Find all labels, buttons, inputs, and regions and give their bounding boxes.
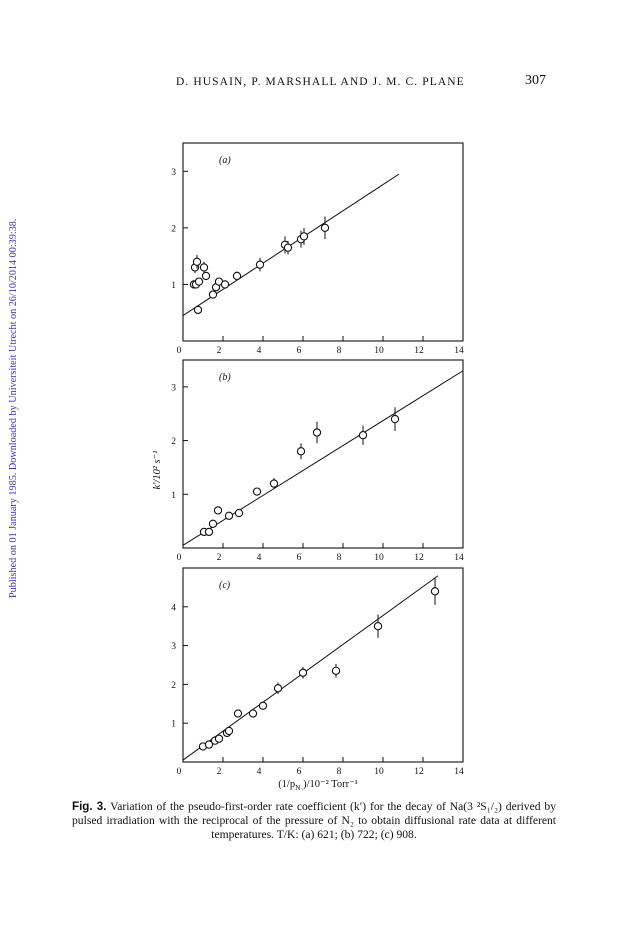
data-point [255, 260, 265, 269]
x-tick-label: 10 [374, 346, 384, 356]
y-tick-label: 1 [171, 491, 176, 501]
x-tick-label: 12 [414, 553, 424, 563]
panel-label: (a) [219, 155, 231, 166]
data-point [312, 428, 322, 437]
x-tick-label: 14 [454, 346, 464, 356]
x-tick-label: 8 [337, 767, 342, 777]
data-point [258, 701, 268, 710]
x-tick-label: 2 [217, 767, 222, 777]
plot-frame [182, 142, 464, 342]
data-point [213, 506, 223, 515]
data-point [224, 726, 234, 736]
x-tick-label: 10 [374, 767, 384, 777]
data-point [299, 232, 309, 241]
data-point [358, 431, 368, 440]
x-tick-label: 8 [337, 346, 342, 356]
data-point [320, 223, 330, 233]
y-tick-label: 2 [171, 681, 176, 691]
x-tick-label: 10 [374, 553, 384, 563]
data-point [214, 734, 224, 743]
data-point [296, 447, 306, 456]
fit-line [182, 370, 464, 546]
panel-label: (b) [219, 372, 231, 383]
x-tick-label: 2 [217, 346, 222, 356]
data-point [204, 527, 214, 537]
data-point [234, 508, 244, 518]
y-tick-label: 4 [171, 603, 176, 613]
data-point [208, 290, 218, 299]
data-point [273, 684, 283, 693]
data-point [201, 271, 211, 281]
figure-caption: Fig. 3. Variation of the pseudo-first-or… [72, 800, 556, 842]
caption-label: Fig. 3. [72, 800, 107, 813]
y-tick-label: 1 [171, 281, 176, 291]
data-point [252, 487, 262, 496]
data-point [224, 511, 234, 520]
x-tick-label: 6 [297, 553, 302, 563]
x-axis-label: (1/pN₂)/10⁻² Torr⁻¹ [278, 779, 358, 790]
y-axis-label: k′/10² s⁻¹ [152, 451, 163, 490]
data-point [331, 666, 341, 675]
x-tick-label: 4 [257, 767, 262, 777]
data-point [232, 271, 242, 281]
page-header: D. HUSAIN, P. MARSHALL AND J. M. C. PLAN… [0, 73, 624, 93]
caption-text: Variation of the pseudo-first-order rate… [72, 800, 556, 841]
x-tick-label: 12 [414, 346, 424, 356]
y-tick-label: 3 [171, 642, 176, 652]
y-tick-label: 2 [171, 224, 176, 234]
x-tick-label: 8 [337, 553, 342, 563]
x-tick-label: 2 [217, 553, 222, 563]
x-tick-label: 14 [454, 553, 464, 563]
data-point [208, 519, 218, 528]
x-tick-label: 14 [454, 767, 464, 777]
data-point [192, 257, 202, 266]
x-tick-label: 0 [177, 767, 182, 777]
page-number: 307 [525, 73, 546, 88]
y-tick-label: 1 [171, 720, 176, 730]
data-point [269, 479, 279, 488]
data-point [204, 740, 214, 749]
x-tick-label: 0 [177, 346, 182, 356]
data-point [298, 668, 308, 677]
y-tick-label: 2 [171, 437, 176, 447]
plot-frame [182, 359, 464, 549]
data-point [194, 277, 204, 286]
data-point [199, 263, 209, 272]
data-point [193, 305, 203, 315]
x-tick-label: 12 [414, 767, 424, 777]
y-tick-label: 3 [171, 383, 176, 393]
data-point [430, 587, 440, 596]
y-tick-label: 3 [171, 168, 176, 178]
data-point [283, 243, 293, 252]
x-tick-label: 4 [257, 346, 262, 356]
x-tick-label: 0 [177, 553, 182, 563]
running-head: D. HUSAIN, P. MARSHALL AND J. M. C. PLAN… [176, 76, 465, 88]
panel-label: (c) [219, 580, 231, 591]
x-tick-label: 6 [297, 767, 302, 777]
data-point [233, 709, 243, 718]
fit-line [182, 575, 439, 761]
data-point [373, 622, 383, 631]
plot-frame [182, 567, 464, 763]
data-point [390, 414, 400, 424]
data-point [248, 709, 258, 718]
data-point [220, 280, 230, 289]
x-tick-label: 6 [297, 346, 302, 356]
x-tick-label: 4 [257, 553, 262, 563]
